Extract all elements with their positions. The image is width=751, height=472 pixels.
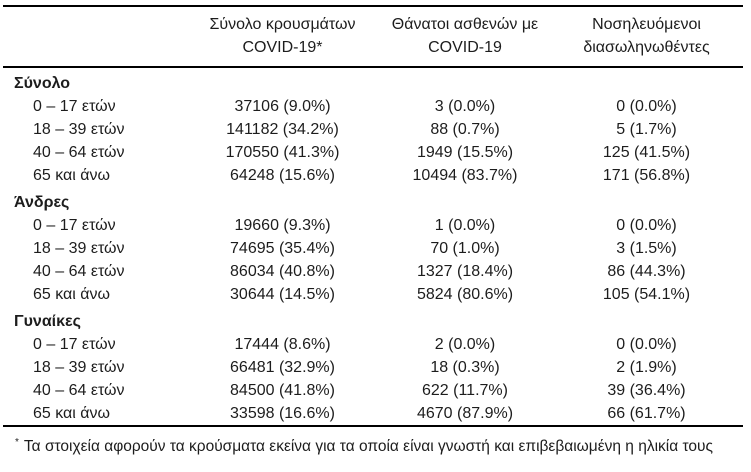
age-label: 18 – 39 ετών	[33, 240, 125, 257]
header-deaths-line1: Θάνατοι ασθενών με	[391, 16, 539, 33]
header-intubated-line1: Νοσηλευόμενοι	[592, 16, 701, 33]
group-header-row: Άνδρες	[3, 187, 743, 214]
intubated-value: 0 (0.0%)	[616, 336, 677, 353]
group-women: Γυναίκες 0 – 17 ετών 17444 (8.6%) 2 (0.0…	[3, 306, 743, 426]
header-cases-line1: Σύνολο κρουσμάτων	[209, 16, 356, 33]
age-label: 65 και άνω	[33, 167, 111, 184]
cases-value: 84500 (41.8%)	[230, 382, 335, 399]
deaths-value: 70 (1.0%)	[430, 240, 500, 257]
table-row: 65 και άνω 33598 (16.6%) 4670 (87.9%) 66…	[3, 402, 743, 426]
header-empty-cell	[3, 6, 185, 68]
intubated-value: 125 (41.5%)	[602, 144, 691, 161]
cases-value: 30644 (14.5%)	[230, 286, 335, 303]
deaths-value: 3 (0.0%)	[434, 98, 496, 115]
cases-value: 33598 (16.6%)	[230, 405, 335, 422]
covid-age-stats-table: Σύνολο κρουσμάτων COVID-19* Θάνατοι ασθε…	[3, 5, 743, 427]
intubated-value: 105 (54.1%)	[602, 286, 691, 303]
table-row: 18 – 39 ετών 141182 (34.2%) 88 (0.7%) 5 …	[3, 118, 743, 141]
age-label: 0 – 17 ετών	[33, 98, 116, 115]
table-row: 0 – 17 ετών 17444 (8.6%) 2 (0.0%) 0 (0.0…	[3, 333, 743, 356]
table-row: 40 – 64 ετών 86034 (40.8%) 1327 (18.4%) …	[3, 260, 743, 283]
group-label-total: Σύνολο	[14, 75, 71, 92]
age-label: 18 – 39 ετών	[33, 121, 125, 138]
header-deaths-line2: COVID-19	[428, 39, 502, 56]
table-row: 40 – 64 ετών 84500 (41.8%) 622 (11.7%) 3…	[3, 379, 743, 402]
table-row: 65 και άνω 64248 (15.6%) 10494 (83.7%) 1…	[3, 164, 743, 187]
age-label: 0 – 17 ετών	[33, 217, 116, 234]
header-intubated-line2: διασωληνωθέντες	[583, 39, 710, 56]
header-row: Σύνολο κρουσμάτων COVID-19* Θάνατοι ασθε…	[3, 6, 743, 68]
cases-value: 64248 (15.6%)	[230, 167, 335, 184]
intubated-value: 0 (0.0%)	[616, 98, 677, 115]
table-row: 65 και άνω 30644 (14.5%) 5824 (80.6%) 10…	[3, 283, 743, 306]
intubated-value: 39 (36.4%)	[607, 382, 686, 399]
age-label: 65 και άνω	[33, 286, 111, 303]
cases-value: 170550 (41.3%)	[225, 144, 340, 161]
age-label: 0 – 17 ετών	[33, 336, 116, 353]
intubated-value: 171 (56.8%)	[602, 167, 691, 184]
header-cases: Σύνολο κρουσμάτων COVID-19*	[185, 6, 380, 68]
cases-value: 17444 (8.6%)	[234, 336, 331, 353]
table-row: 40 – 64 ετών 170550 (41.3%) 1949 (15.5%)…	[3, 141, 743, 164]
table-row: 18 – 39 ετών 74695 (35.4%) 70 (1.0%) 3 (…	[3, 237, 743, 260]
group-label-men: Άνδρες	[14, 194, 70, 211]
cases-value: 74695 (35.4%)	[230, 240, 335, 257]
cases-value: 86034 (40.8%)	[230, 263, 335, 280]
age-label: 40 – 64 ετών	[33, 263, 125, 280]
deaths-value: 2 (0.0%)	[434, 336, 496, 353]
header-deaths: Θάνατοι ασθενών με COVID-19	[380, 6, 550, 68]
deaths-value: 622 (11.7%)	[422, 382, 508, 399]
intubated-value: 2 (1.9%)	[616, 359, 677, 376]
intubated-value: 5 (1.7%)	[616, 121, 677, 138]
deaths-value: 5824 (80.6%)	[416, 286, 514, 303]
deaths-value: 1 (0.0%)	[434, 217, 496, 234]
deaths-value: 1327 (18.4%)	[416, 263, 514, 280]
group-header-row: Σύνολο	[3, 67, 743, 95]
age-label: 18 – 39 ετών	[33, 359, 125, 376]
deaths-value: 18 (0.3%)	[430, 359, 500, 376]
footnote-asterisk-marker: *	[15, 437, 19, 448]
cases-value: 37106 (9.0%)	[234, 98, 331, 115]
cases-value: 19660 (9.3%)	[234, 217, 331, 234]
age-label: 65 και άνω	[33, 405, 111, 422]
footnote: * Τα στοιχεία αφορούν τα κρούσματα εκείνα…	[3, 427, 743, 457]
deaths-value: 10494 (83.7%)	[412, 167, 518, 184]
table-row: 18 – 39 ετών 66481 (32.9%) 18 (0.3%) 2 (…	[3, 356, 743, 379]
intubated-value: 66 (61.7%)	[607, 405, 686, 422]
deaths-value: 1949 (15.5%)	[416, 144, 514, 161]
deaths-value: 88 (0.7%)	[430, 121, 500, 138]
group-header-row: Γυναίκες	[3, 306, 743, 333]
group-men: Άνδρες 0 – 17 ετών 19660 (9.3%) 1 (0.0%)…	[3, 187, 743, 306]
table-header: Σύνολο κρουσμάτων COVID-19* Θάνατοι ασθε…	[3, 6, 743, 68]
intubated-value: 0 (0.0%)	[616, 217, 677, 234]
group-label-women: Γυναίκες	[14, 313, 81, 330]
table-row: 0 – 17 ετών 19660 (9.3%) 1 (0.0%) 0 (0.0…	[3, 214, 743, 237]
age-label: 40 – 64 ετών	[33, 382, 125, 399]
group-total: Σύνολο 0 – 17 ετών 37106 (9.0%) 3 (0.0%)…	[3, 67, 743, 187]
intubated-value: 86 (44.3%)	[607, 263, 686, 280]
table-row: 0 – 17 ετών 37106 (9.0%) 3 (0.0%) 0 (0.0…	[3, 95, 743, 118]
cases-value: 66481 (32.9%)	[230, 359, 335, 376]
cases-value: 141182 (34.2%)	[226, 121, 339, 138]
deaths-value: 4670 (87.9%)	[416, 405, 514, 422]
intubated-value: 3 (1.5%)	[616, 240, 677, 257]
footnote-text: Τα στοιχεία αφορούν τα κρούσματα εκείνα …	[23, 438, 713, 456]
header-intubated: Νοσηλευόμενοι διασωληνωθέντες	[550, 6, 743, 68]
age-label: 40 – 64 ετών	[33, 144, 125, 161]
header-cases-line2: COVID-19*	[242, 39, 323, 56]
